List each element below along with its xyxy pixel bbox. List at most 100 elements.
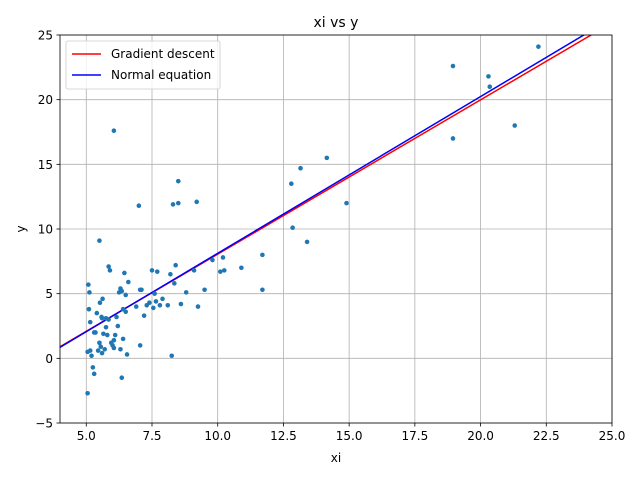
legend-box <box>65 40 221 90</box>
data-points <box>85 44 541 396</box>
y-axis-ticks: −5 0 5 10 15 20 25 <box>35 29 60 431</box>
data-point <box>123 309 129 315</box>
data-point <box>87 348 93 353</box>
x-axis-ticks: 5.0 7.5 10.0 12.5 15.0 17.5 20.0 22.5 25.0 <box>77 423 626 443</box>
legend-label-gradient-descent: Gradient descent <box>111 47 215 61</box>
data-point <box>165 303 171 308</box>
data-point <box>178 301 184 307</box>
data-point <box>173 262 178 268</box>
data-point <box>106 317 111 322</box>
data-point <box>97 300 103 306</box>
data-point <box>487 84 493 90</box>
data-point <box>153 299 159 304</box>
y-tick-label: −5 <box>35 417 53 431</box>
data-point <box>119 375 125 381</box>
data-point <box>152 291 157 296</box>
data-point <box>120 336 126 342</box>
data-point <box>114 314 119 320</box>
data-point <box>512 123 518 128</box>
chart-title: xi vs y <box>314 15 359 31</box>
data-point <box>87 319 93 325</box>
data-point <box>111 337 117 343</box>
data-point <box>298 165 303 171</box>
data-point <box>133 304 139 309</box>
data-point <box>111 345 117 351</box>
data-point <box>91 330 97 335</box>
data-point <box>124 352 130 357</box>
legend: Gradient descent Normal equation <box>65 40 221 90</box>
x-axis-label: xi <box>331 451 341 465</box>
data-point <box>94 310 100 316</box>
x-tick-label: 12.5 <box>270 429 297 443</box>
data-point <box>220 255 226 260</box>
data-point <box>168 271 173 277</box>
data-point <box>103 324 109 330</box>
data-point <box>221 268 227 273</box>
data-point <box>160 296 165 302</box>
y-axis-label: y <box>14 225 28 232</box>
data-point <box>118 346 123 352</box>
data-point <box>486 74 491 79</box>
data-point <box>97 340 102 346</box>
data-point <box>175 200 181 206</box>
data-point <box>105 332 110 338</box>
x-tick-label: 22.5 <box>533 429 560 443</box>
y-tick-label: 20 <box>38 93 53 107</box>
data-point <box>324 155 330 161</box>
data-point <box>85 390 90 396</box>
data-point <box>154 269 160 274</box>
data-point <box>450 63 456 69</box>
data-point <box>101 331 106 337</box>
data-point <box>115 323 121 329</box>
data-point <box>536 44 541 49</box>
data-point <box>149 268 155 273</box>
data-point <box>170 202 176 207</box>
data-point <box>260 252 265 258</box>
data-point <box>90 365 96 370</box>
data-point <box>89 353 94 359</box>
data-point <box>137 343 143 348</box>
data-point <box>450 136 456 141</box>
data-point <box>194 199 199 205</box>
data-point <box>260 287 265 293</box>
x-tick-label: 15.0 <box>336 429 363 443</box>
data-point <box>123 292 129 298</box>
data-point <box>100 296 105 302</box>
data-point <box>111 128 117 134</box>
data-point <box>141 313 147 318</box>
data-point <box>290 225 295 231</box>
data-point <box>86 306 92 312</box>
regression-lines <box>60 35 593 348</box>
data-point <box>99 350 105 356</box>
data-point <box>136 203 142 209</box>
data-point <box>183 290 189 295</box>
x-tick-label: 5.0 <box>77 429 96 443</box>
y-tick-label: 15 <box>38 158 53 172</box>
line-normal-equation <box>60 35 586 348</box>
data-point <box>210 257 215 263</box>
data-point <box>119 288 125 294</box>
data-point <box>112 332 118 338</box>
x-tick-label: 7.5 <box>142 429 161 443</box>
data-point <box>95 348 101 353</box>
data-point <box>175 178 181 184</box>
y-tick-label: 0 <box>45 352 53 366</box>
x-tick-label: 25.0 <box>599 429 626 443</box>
x-tick-label: 10.0 <box>204 429 231 443</box>
x-tick-label: 20.0 <box>467 429 494 443</box>
legend-label-normal-equation: Normal equation <box>111 68 211 82</box>
x-tick-label: 17.5 <box>401 429 428 443</box>
data-point <box>87 290 92 295</box>
data-point <box>195 304 201 309</box>
data-point <box>218 269 223 274</box>
data-point <box>86 282 91 287</box>
data-point <box>98 344 104 349</box>
data-point <box>172 281 177 286</box>
data-point <box>147 300 152 306</box>
data-point <box>91 371 97 377</box>
data-point <box>344 200 349 206</box>
data-point <box>191 268 197 273</box>
plot-content <box>60 35 593 396</box>
